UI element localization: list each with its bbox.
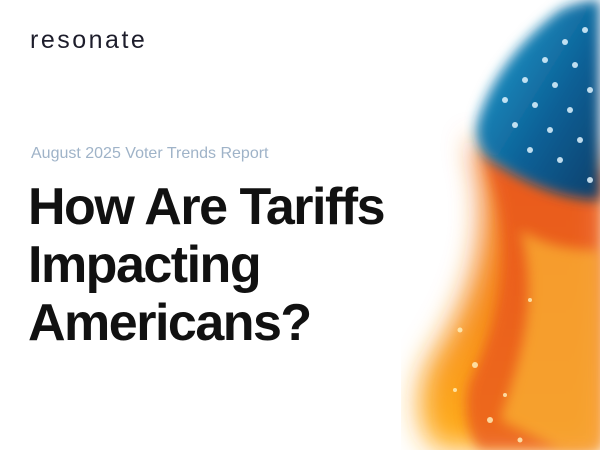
title-line: Americans? [28, 294, 312, 352]
subtitle: August 2025 Voter Trends Report [31, 145, 269, 162]
title-line: How Are Tariffs [28, 178, 386, 236]
title: How Are Tariffs Impacting Americans? [28, 178, 386, 352]
logo: resonate [30, 26, 148, 54]
title-line: Impacting [28, 236, 262, 294]
